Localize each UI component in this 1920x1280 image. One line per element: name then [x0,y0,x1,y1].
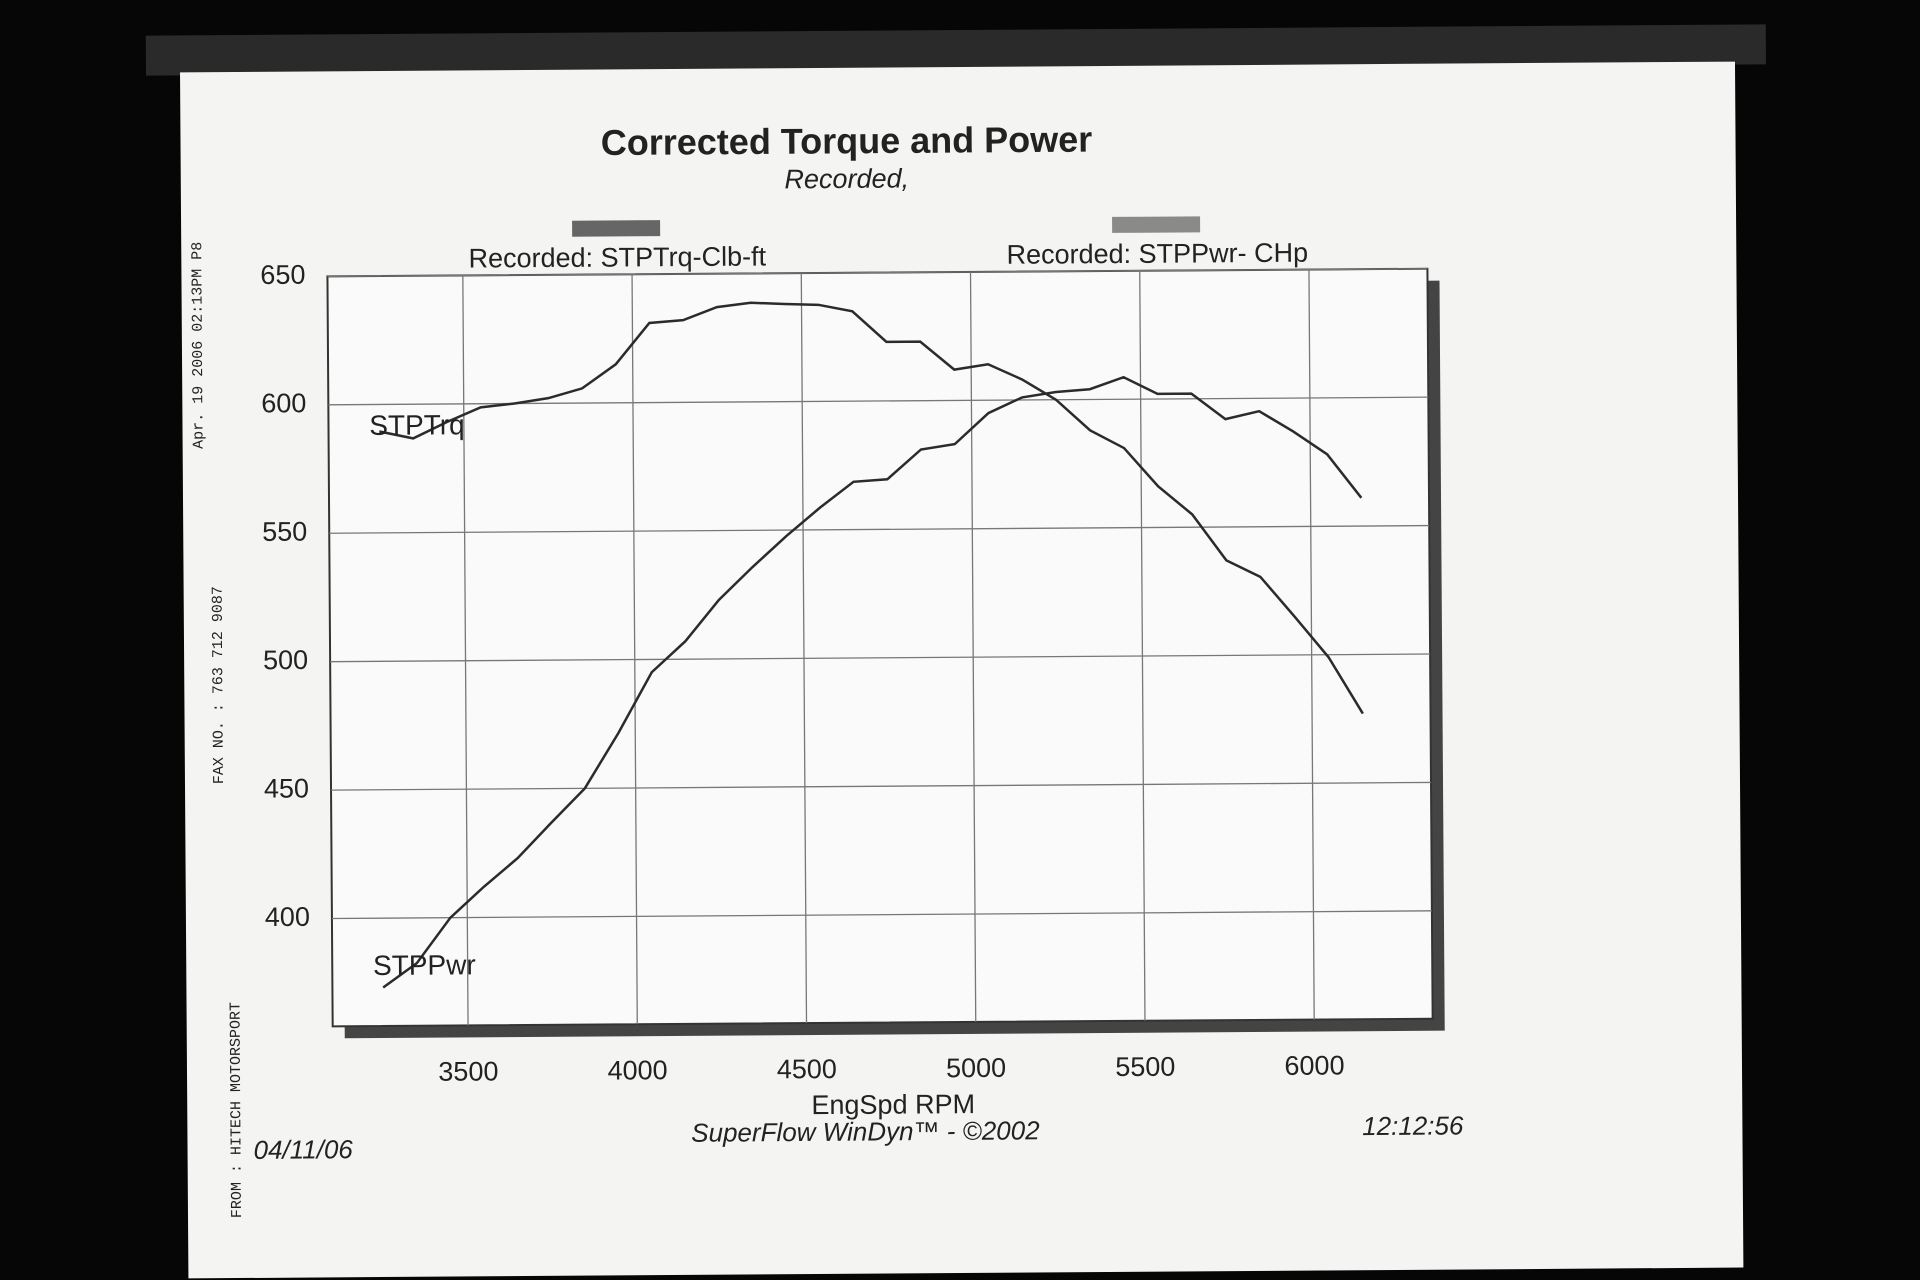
footer-software: SuperFlow WinDyn™ - ©2002 [691,1115,1040,1147]
grid-line [1139,270,1146,1021]
footer-date: 04/11/06 [253,1134,353,1165]
y-tick-label: 400 [265,902,310,932]
series-annotation: STPTrq [369,409,465,441]
y-tick-label: 450 [264,773,309,803]
grid-line [800,273,808,1024]
grid-line [330,653,1431,663]
y-tick-label: 650 [260,260,305,290]
y-tick-label: 550 [262,517,307,547]
grid-line [1308,269,1315,1020]
series-line [382,375,1363,989]
legend-label: Recorded: STPPwr- CHp [1006,238,1308,270]
y-tick-label: 500 [263,645,308,675]
chart-subtitle: Recorded, [784,163,909,194]
fax-header: FAX NO. : 763 712 9087 [210,586,228,784]
plot-area [326,267,1434,1028]
chart-title: Corrected Torque and Power [601,119,1093,163]
grid-line [631,274,638,1025]
footer-time: 12:12:56 [1362,1110,1464,1141]
grid-line [462,275,469,1026]
legend-label: Recorded: STPTrq-Clb-ft [468,241,766,273]
x-tick-label: 3500 [438,1056,498,1086]
y-tick-label: 600 [261,388,306,418]
x-tick-label: 4000 [607,1055,667,1085]
legend-swatch [572,220,661,237]
fax-header: FROM : HITECH MOTORSPORT [227,1002,246,1218]
x-tick-label: 6000 [1284,1050,1344,1080]
legend-swatch [1112,216,1201,233]
grid-line [331,781,1432,791]
x-axis-label: EngSpd RPM [811,1089,975,1120]
fax-header: Apr. 19 2006 02:13PM P8 [189,242,207,449]
grid-line [969,271,977,1022]
x-tick-label: 4500 [777,1054,837,1084]
grid-line [331,910,1432,920]
grid-line [329,524,1430,534]
series-annotation: STPPwr [373,949,476,981]
sleeve-top [145,24,1767,76]
x-tick-label: 5500 [1115,1052,1175,1082]
series-line [379,301,1364,715]
x-tick-label: 5000 [946,1053,1006,1083]
grid-line [327,268,1428,278]
